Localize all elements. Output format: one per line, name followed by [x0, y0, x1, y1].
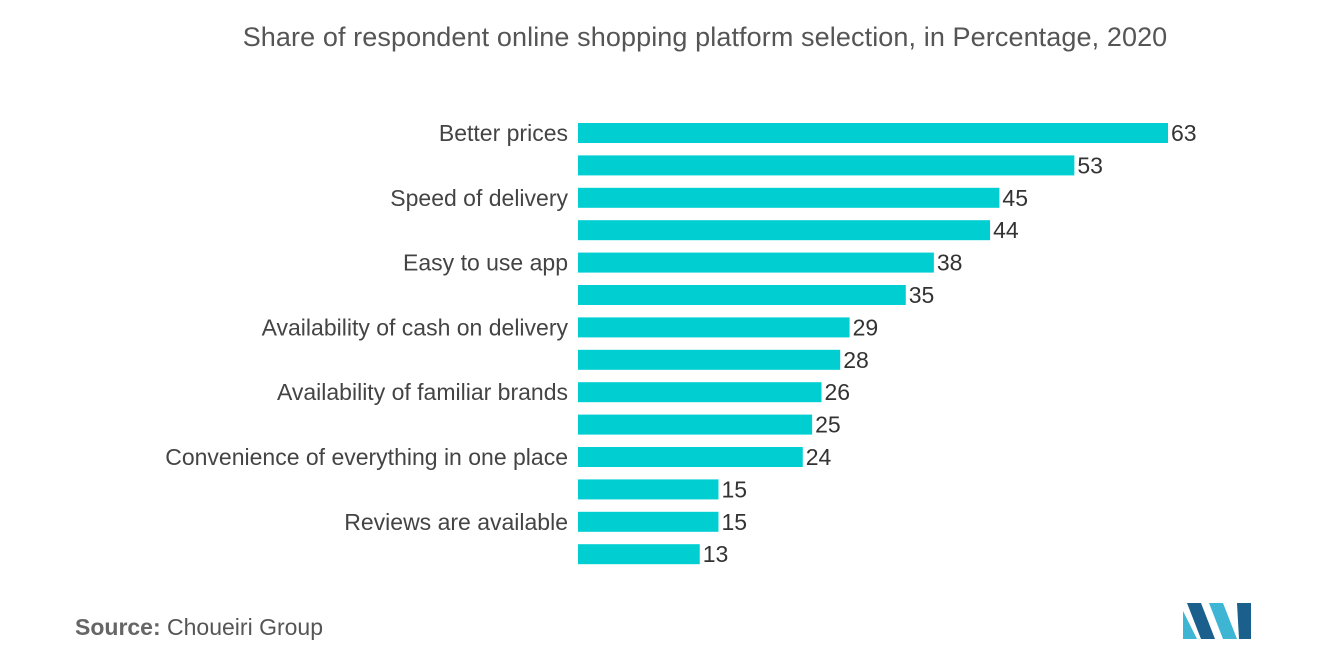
category-label: Availability of cash on delivery: [262, 314, 569, 340]
category-label: Convenience of everything in one place: [165, 444, 568, 470]
category-label: Speed of delivery: [390, 185, 568, 211]
logo-left-diagonal: [1187, 603, 1215, 639]
bar: [578, 511, 719, 532]
bar: [578, 220, 991, 241]
bar: [578, 414, 813, 435]
logo-right-stroke: [1237, 603, 1251, 639]
bar: [578, 252, 934, 273]
bar-value-label: 26: [824, 379, 850, 405]
bar: [578, 123, 1168, 143]
bar-value-label: 24: [806, 444, 832, 470]
bar-value-label: 15: [721, 476, 747, 502]
bar-value-label: 38: [937, 250, 963, 276]
source-text: Choueiri Group: [167, 614, 323, 640]
bar: [578, 544, 700, 565]
bar: [578, 349, 841, 370]
logo-mid-diagonal: [1209, 603, 1237, 639]
bar: [578, 479, 719, 500]
brand-logo-icon: [1183, 603, 1251, 639]
bar-value-label: 15: [721, 509, 747, 535]
logo-left-stroke: [1183, 611, 1197, 639]
bar-value-label: 35: [909, 282, 935, 308]
bar-value-label: 63: [1171, 120, 1197, 146]
bar: [578, 382, 822, 403]
category-label: Better prices: [439, 120, 568, 146]
bar-value-label: 53: [1077, 152, 1103, 178]
source-note: Source: Choueiri Group: [75, 614, 323, 641]
source-label: Source:: [75, 614, 161, 640]
bar: [578, 187, 1000, 208]
bar-value-label: 45: [1002, 185, 1028, 211]
bar: [578, 317, 850, 338]
bar: [578, 155, 1075, 176]
bar-value-label: 44: [993, 217, 1019, 243]
bars-group: 63 Better prices 53 45 Speed of delivery 44 38…: [165, 120, 1196, 567]
category-label: Availability of familiar brands: [277, 379, 568, 405]
bar-value-label: 25: [815, 412, 841, 438]
chart-title: Share of respondent online shopping plat…: [242, 22, 1168, 52]
bar-value-label: 28: [843, 347, 869, 373]
bar-value-label: 13: [703, 541, 729, 567]
bar-value-label: 29: [853, 314, 879, 340]
category-label: Easy to use app: [403, 250, 568, 276]
bar: [578, 285, 906, 305]
bar: [578, 447, 803, 467]
category-label: Reviews are available: [344, 509, 568, 535]
